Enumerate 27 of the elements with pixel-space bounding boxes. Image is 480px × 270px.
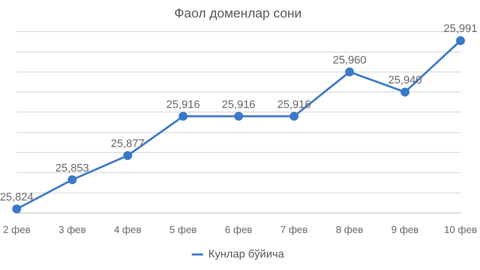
x-tick-label: 6 фев [224,224,252,236]
point [178,112,188,121]
point [345,67,354,76]
data-label: 25,916 [222,98,256,111]
data-label: 25,877 [110,138,144,150]
point [456,36,465,46]
point [12,204,22,214]
data-label: 25,916 [166,98,200,111]
point [123,151,132,160]
x-tick-label: 5 фев [169,224,197,236]
x-tick-label: 3 фев [58,224,86,236]
data-label: 25,960 [332,54,366,66]
data-label: 25,824 [0,192,34,204]
chart-title: Фаол доменлар сони [174,5,302,20]
data-label: 25,853 [55,162,90,174]
x-tick-label: 7 фев [280,224,308,236]
legend-label: Кунлар бўйича [208,248,285,261]
point [290,112,299,121]
point [68,175,77,184]
x-tick-label: 10 фев [444,224,478,236]
x-tick-label: 8 фев [336,224,364,236]
x-tick-label: 9 фев [391,224,419,236]
data-label: 25,991 [444,23,478,36]
point [400,88,410,97]
point [234,112,244,121]
x-tick-label: 4 фев [114,224,142,236]
x-tick-label: 2 фев [2,224,30,236]
